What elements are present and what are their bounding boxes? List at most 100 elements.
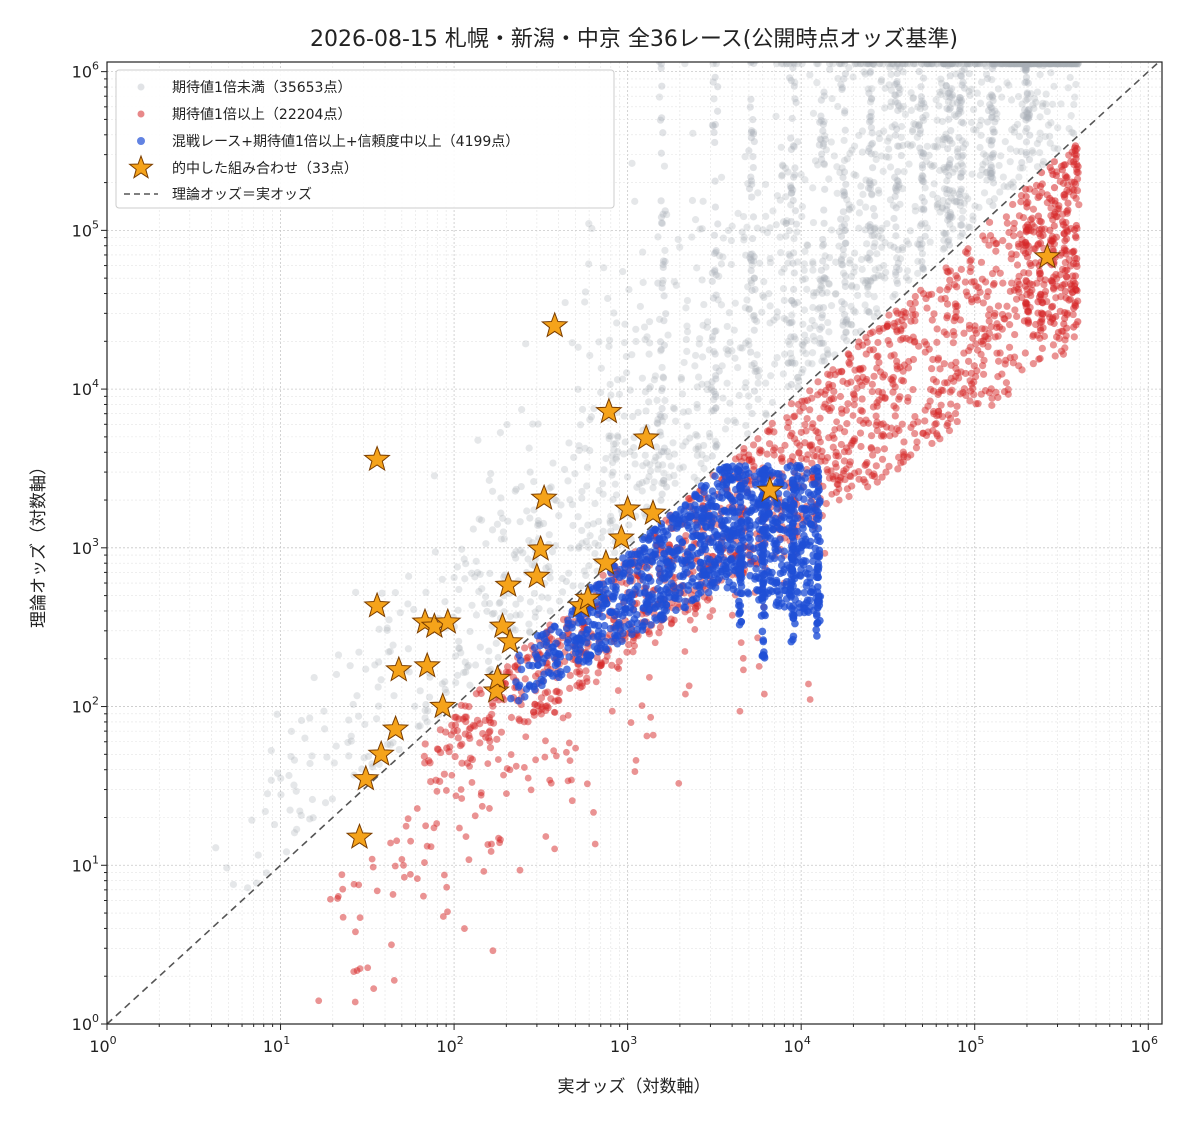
gray-point [920,206,927,213]
blue-point [799,525,807,533]
gray-point [464,663,471,670]
gray-point [984,118,991,125]
red-point [1050,341,1057,348]
red-point [479,803,486,810]
gray-point [867,185,874,192]
blue-point [607,608,615,616]
gray-point [943,186,950,193]
gray-point [791,269,798,276]
gray-point [378,590,385,597]
gray-point [682,304,689,311]
gray-point [582,572,589,579]
gray-point [612,481,619,488]
gray-point [621,321,628,328]
gray-point [619,268,626,275]
gray-point [719,394,726,401]
red-point [476,686,483,693]
gray-point [373,715,380,722]
red-point [1038,318,1045,325]
gray-point [777,249,784,256]
gray-point [689,197,696,204]
gray-point [635,409,642,416]
blue-point [710,570,718,578]
gray-point [862,204,869,211]
gray-point [397,609,404,616]
red-point [421,859,428,866]
red-point [867,330,874,337]
gray-point [788,381,795,388]
gray-point [810,333,817,340]
gray-point [769,399,776,406]
blue-point [602,586,610,594]
gray-point [712,178,719,185]
red-point [857,407,864,414]
red-point [887,352,894,359]
gray-point [820,142,827,149]
gray-point [654,466,661,473]
red-point [879,456,886,463]
gray-point [810,219,817,226]
gray-point [699,276,706,283]
red-point [469,756,476,763]
blue-point [507,695,515,703]
gray-point [787,135,794,142]
red-point [874,403,881,410]
gray-point [518,406,525,413]
gray-point [360,754,367,761]
gray-point [1068,129,1075,136]
gray-point [871,313,878,320]
gray-point [1036,113,1043,120]
red-point [1048,237,1055,244]
gray-point [887,163,894,170]
red-point [1007,288,1014,295]
gray-point [567,544,574,551]
red-point [761,691,768,698]
gray-point [790,174,797,181]
blue-point [715,546,723,554]
blue-point [698,482,706,490]
red-point [821,391,828,398]
red-point [357,914,364,921]
gray-point [726,400,733,407]
red-point [750,441,757,448]
gray-point [789,115,796,122]
red-point [452,721,459,728]
blue-point [769,469,777,477]
blue-point [783,490,791,498]
red-point [999,280,1006,287]
gray-point [865,308,872,315]
red-point [391,977,398,984]
gray-point [722,425,729,432]
gray-point [842,227,849,234]
red-point [807,696,814,703]
blue-point [591,643,599,651]
blue-point [615,603,623,611]
red-point [531,701,538,708]
gray-point [867,117,874,124]
red-point [950,339,957,346]
gray-point [778,173,785,180]
gray-point [556,598,563,605]
gray-point [904,267,911,274]
blue-point [542,638,550,646]
gray-point [907,227,914,234]
blue-point [709,487,717,495]
gray-point [392,589,399,596]
gray-point [869,164,876,171]
gray-point [979,161,986,168]
blue-point [746,525,754,533]
gray-point [576,447,583,454]
red-point [1020,214,1027,221]
gray-point [843,316,850,323]
red-point [1073,145,1080,152]
gray-point [683,348,690,355]
gray-point [865,254,872,261]
red-point [991,280,998,287]
gray-point [739,228,746,235]
red-point [952,410,959,417]
gray-point [609,459,616,466]
gray-point [892,223,899,230]
red-point [845,351,852,358]
gray-point [1068,112,1075,119]
gray-point [627,387,634,394]
